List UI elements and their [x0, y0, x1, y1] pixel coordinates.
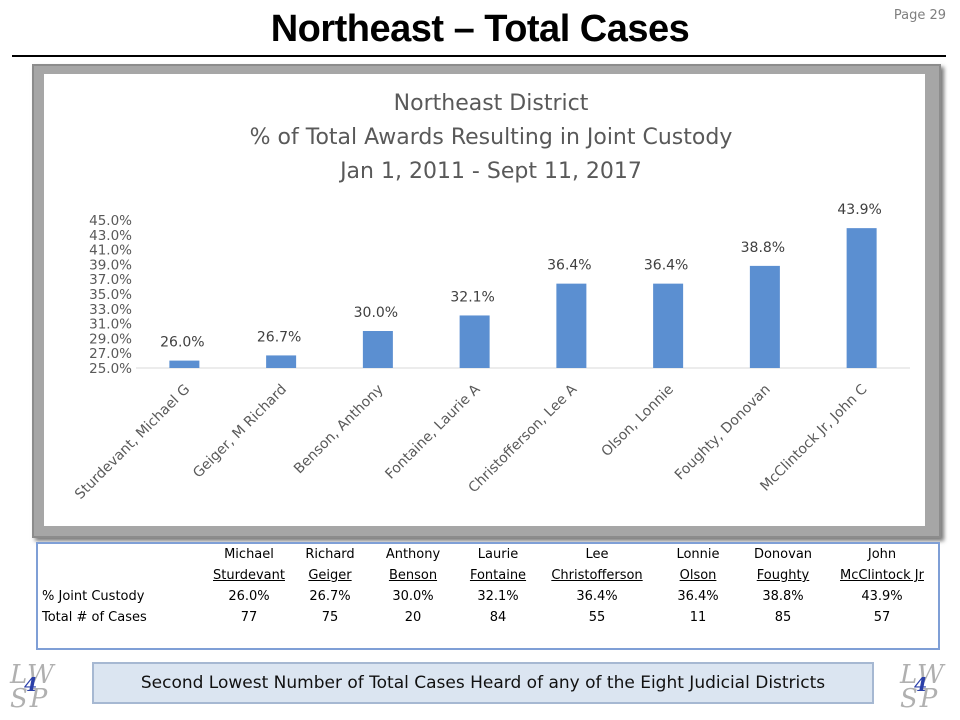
data-label: 43.9%	[837, 202, 881, 218]
x-tick-label: Benson, Anthony	[291, 382, 387, 478]
table-cell-total-cases: 77	[240, 610, 258, 625]
table-header-last-name: Foughty	[756, 568, 810, 583]
row-label-total-cases: Total # of Cases	[42, 610, 147, 625]
bar	[362, 331, 393, 368]
table-header-first-name: Anthony	[385, 547, 441, 562]
row-label-joint-custody: % Joint Custody	[42, 589, 145, 604]
table-cell-joint-custody: 30.0%	[392, 589, 434, 604]
logo-text-bottom: SP	[900, 684, 940, 714]
x-tick-label: McClintock Jr, John C	[757, 381, 870, 494]
table-row-total-cases: Total # of Cases 77 75 20 84 55 11 85 57	[38, 607, 938, 628]
data-table: Michael Richard Anthony Laurie Lee Lonnie Dono…	[38, 544, 938, 628]
data-label: 26.0%	[160, 335, 204, 351]
x-tick-label: Geiger, M Richard	[190, 382, 290, 482]
data-label: 32.1%	[450, 289, 494, 305]
chart-title-line: Jan 1, 2011 - Sept 11, 2017	[338, 159, 642, 184]
table-cell-joint-custody: 26.0%	[228, 589, 270, 604]
y-tick-label: 33.0%	[89, 302, 132, 318]
table-cell-total-cases: 57	[873, 610, 891, 625]
table-row-first-names: Michael Richard Anthony Laurie Lee Lonnie Dono…	[38, 544, 938, 565]
logo-number: 4	[914, 674, 928, 696]
bar	[556, 283, 587, 368]
x-tick-label: Christofferson, Lee A	[466, 381, 581, 496]
table-header-last-name: Benson	[388, 568, 438, 583]
table-header-first-name: Lee	[585, 547, 609, 562]
page-number: Page 29	[893, 8, 946, 23]
y-tick-label: 31.0%	[89, 317, 132, 333]
table-header-first-name: Lonnie	[676, 547, 720, 562]
data-label: 36.4%	[547, 258, 591, 274]
table-header-first-name: John	[867, 547, 897, 562]
table-header-last-name: Christofferson	[551, 568, 643, 583]
x-tick-label: Sturdevant, Michael G	[72, 382, 193, 503]
table-row-last-names: Sturdevant Geiger Benson Fontaine Christoffe…	[38, 565, 938, 586]
table-corner	[38, 565, 206, 586]
table-header-last-name: Geiger	[308, 568, 352, 583]
chart-title-line: % of Total Awards Resulting in Joint Cus…	[250, 125, 733, 150]
table-header-last-name: Olson	[679, 568, 717, 583]
bar-chart: Northeast District % of Total Awards Resu…	[72, 91, 910, 503]
table-cell-joint-custody: 32.1%	[477, 589, 519, 604]
table-cell-joint-custody: 26.7%	[309, 589, 351, 604]
bar	[846, 228, 877, 368]
table-cell-total-cases: 75	[321, 610, 339, 625]
y-tick-label: 25.0%	[89, 361, 132, 377]
y-tick-label: 37.0%	[89, 272, 132, 288]
bar	[749, 265, 780, 368]
y-tick-label: 29.0%	[89, 331, 132, 347]
footer-banner-text: Second Lowest Number of Total Cases Hear…	[140, 673, 826, 693]
table-cell-joint-custody: 36.4%	[677, 589, 719, 604]
y-tick-label: 39.0%	[89, 257, 132, 273]
table-row-joint-custody: % Joint Custody 26.0% 26.7% 30.0% 32.1% 36.4…	[38, 586, 938, 607]
title-underline	[12, 55, 946, 57]
table-header-first-name: Laurie	[477, 547, 519, 562]
slide-title: Northeast – Total Cases	[270, 8, 690, 50]
data-table-box: Michael Richard Anthony Laurie Lee Lonnie Dono…	[36, 542, 940, 650]
bar	[459, 315, 490, 368]
x-tick-label: Foughty, Donovan	[672, 382, 774, 484]
y-tick-label: 27.0%	[89, 346, 132, 362]
table-header-first-name: Michael	[224, 547, 274, 562]
chart-title-line: Northeast District	[394, 91, 589, 116]
bar	[266, 355, 297, 368]
table-header-last-name: Sturdevant	[213, 568, 285, 583]
data-label: 30.0%	[354, 305, 398, 321]
logo-text-bottom: SP	[10, 684, 50, 714]
bar	[169, 360, 200, 368]
table-header-last-name: McClintock Jr	[840, 568, 924, 583]
lwsp-logo-right: LW SP 4	[894, 660, 954, 714]
logo-text-top: LW	[10, 660, 56, 690]
y-tick-label: 43.0%	[89, 228, 132, 244]
y-tick-label: 45.0%	[89, 213, 132, 229]
x-tick-label: Fontaine, Laurie A	[382, 381, 483, 482]
table-cell-total-cases: 55	[588, 610, 606, 625]
data-label: 36.4%	[644, 258, 688, 274]
table-corner	[38, 544, 206, 565]
table-header-first-name: Richard	[305, 547, 355, 562]
data-label: 26.7%	[257, 329, 301, 345]
logo-text-top: LW	[900, 660, 946, 690]
table-header-last-name: Fontaine	[469, 568, 527, 583]
chart-area: Northeast District % of Total Awards Resu…	[44, 74, 925, 526]
logo-number: 4	[24, 674, 38, 696]
table-header-first-name: Donovan	[753, 547, 813, 562]
chart-frame: Northeast District % of Total Awards Resu…	[32, 64, 941, 538]
table-cell-joint-custody: 43.9%	[861, 589, 903, 604]
table-cell-joint-custody: 38.8%	[762, 589, 804, 604]
bar	[653, 283, 684, 368]
table-cell-joint-custody: 36.4%	[576, 589, 618, 604]
x-tick-label: Olson, Lonnie	[599, 382, 677, 460]
table-cell-total-cases: 11	[689, 610, 707, 625]
y-tick-label: 35.0%	[89, 287, 132, 303]
table-cell-total-cases: 85	[774, 610, 792, 625]
data-label: 38.8%	[741, 240, 785, 256]
table-cell-total-cases: 20	[404, 610, 422, 625]
y-tick-label: 41.0%	[89, 243, 132, 259]
table-cell-total-cases: 84	[489, 610, 507, 625]
lwsp-logo-left: LW SP 4	[4, 660, 64, 714]
footer-banner: Second Lowest Number of Total Cases Hear…	[92, 662, 874, 704]
